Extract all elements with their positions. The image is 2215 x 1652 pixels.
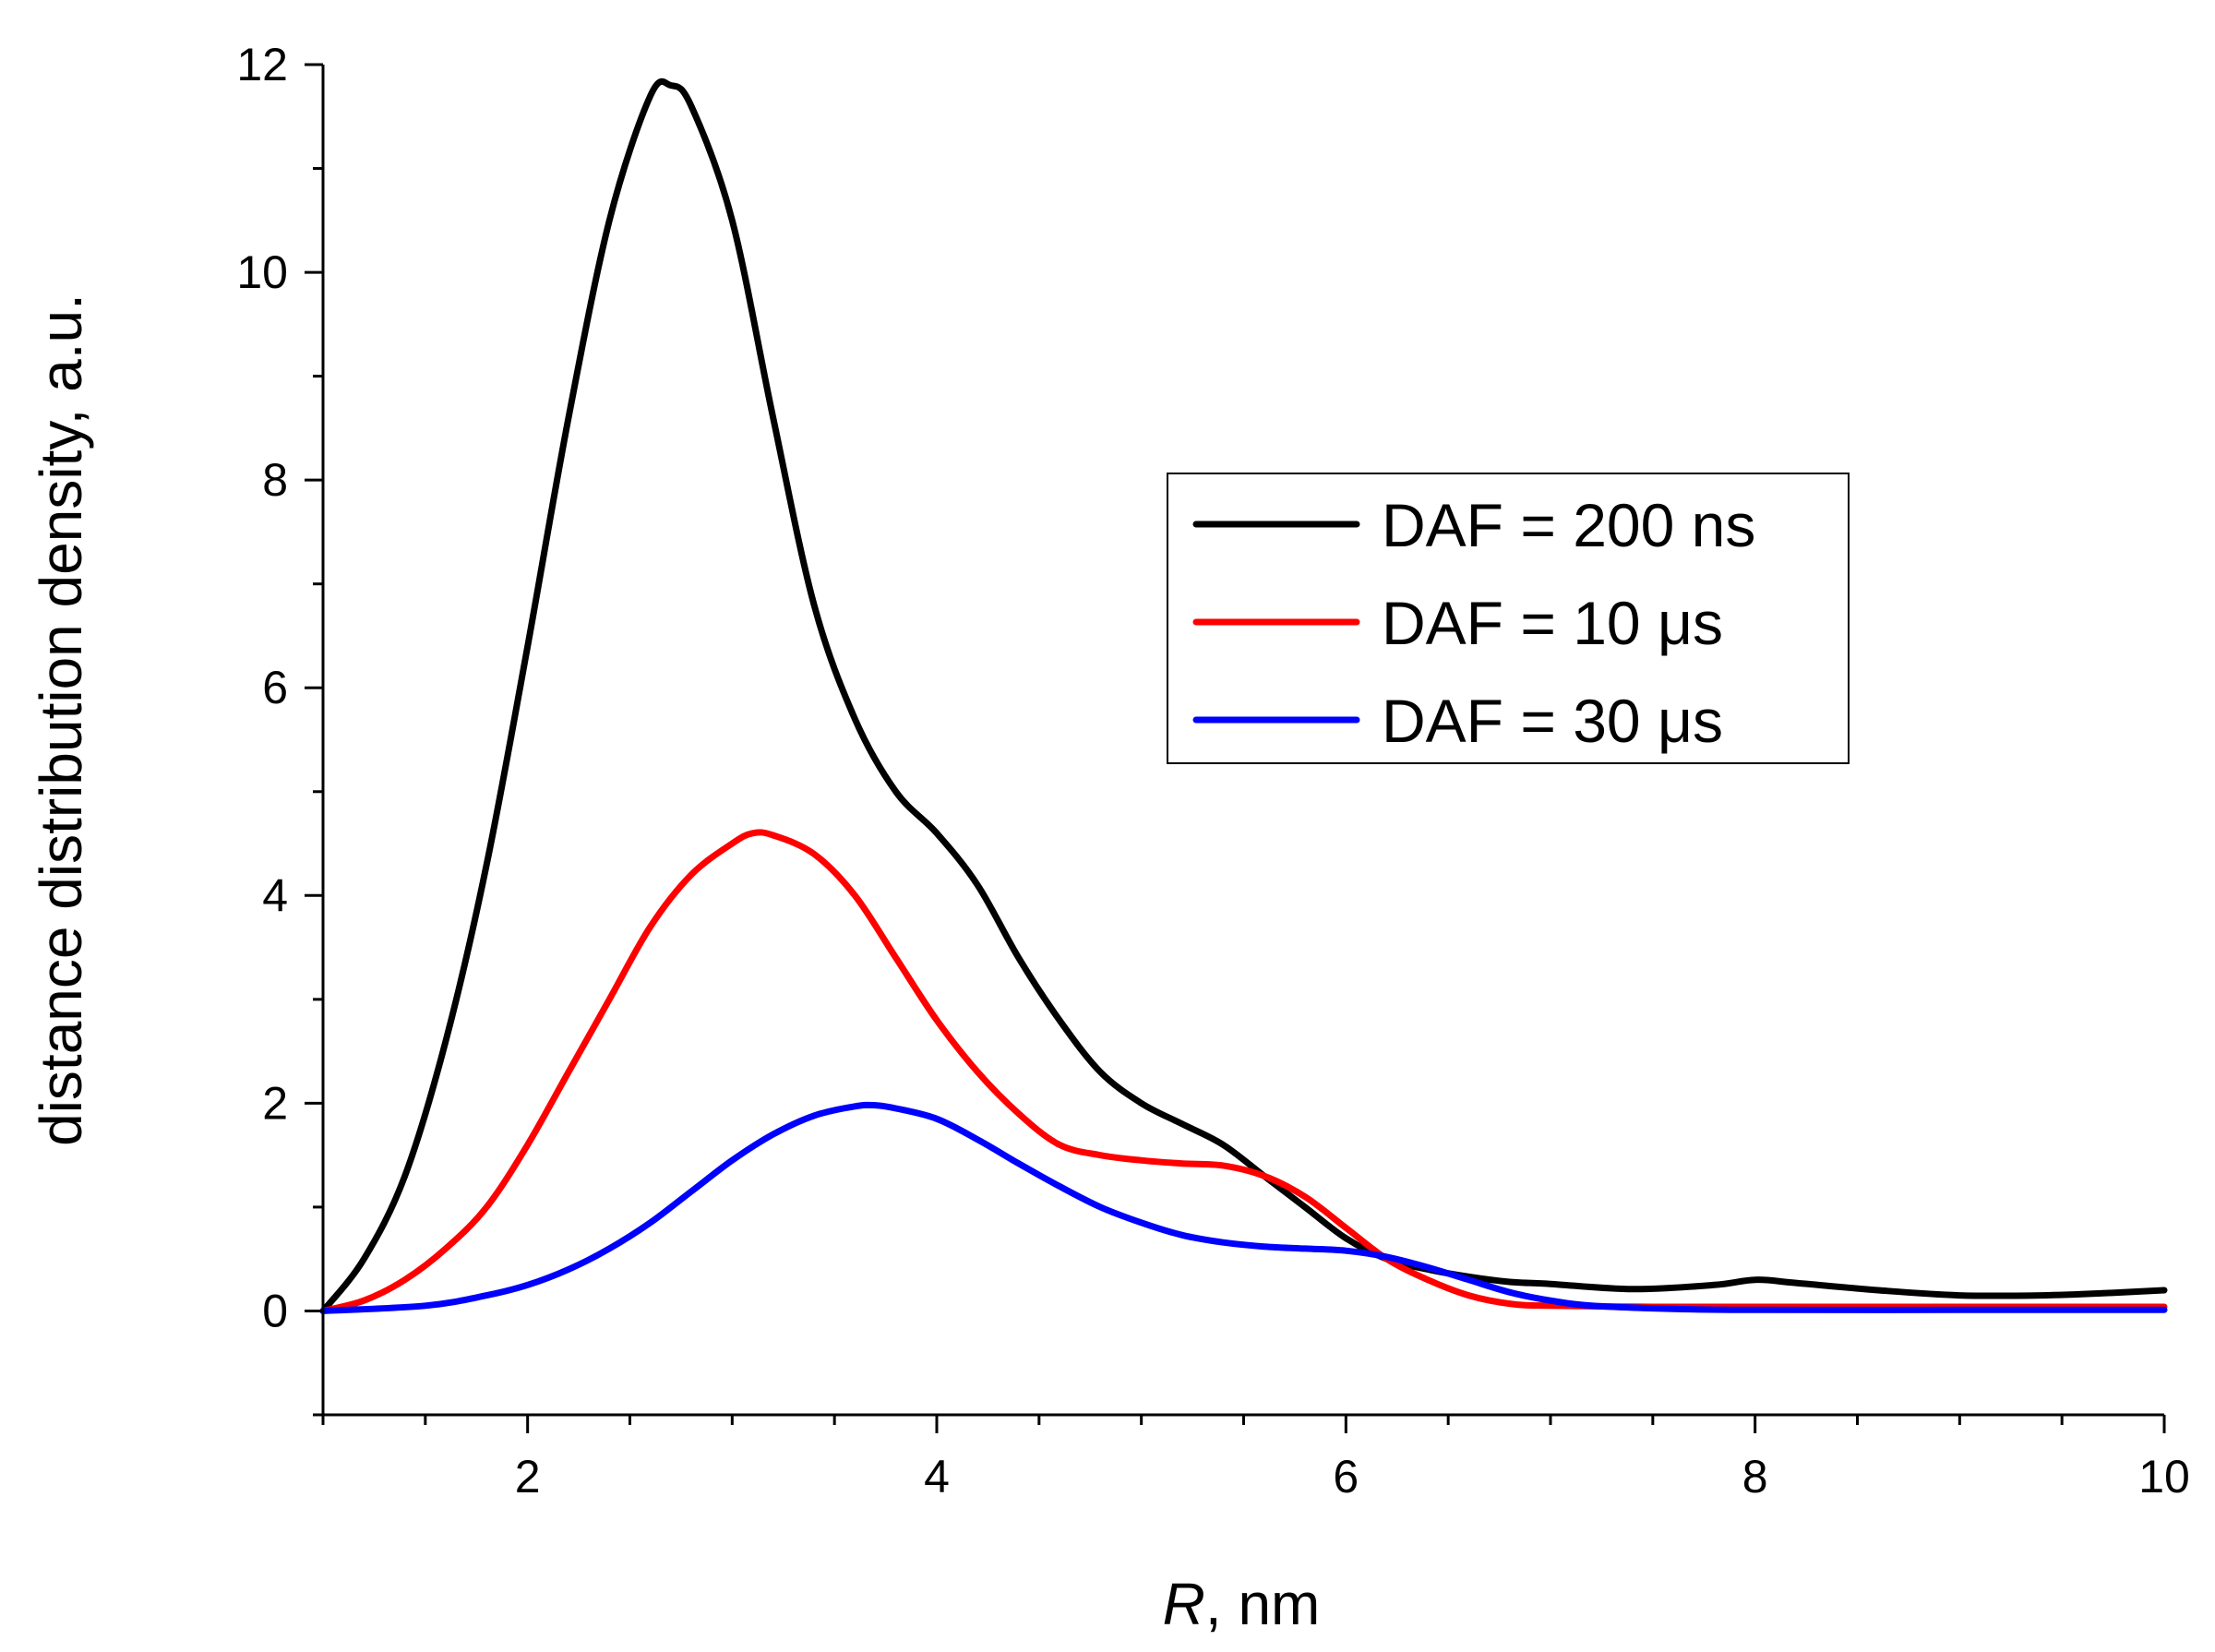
legend-label-1: DAF = 10 μs xyxy=(1382,589,1723,657)
x-axis-title-unit: , nm xyxy=(1205,1571,1320,1637)
x-tick-label-4: 10 xyxy=(2138,1451,2190,1502)
legend-label-2: DAF = 30 μs xyxy=(1382,687,1723,755)
legend-items: DAF = 200 ns DAF = 10 μs DAF = 30 μs xyxy=(1192,491,1755,755)
series-line-0 xyxy=(319,78,2168,1314)
x-tick-label-1: 4 xyxy=(924,1451,950,1502)
y-tick-label-4: 8 xyxy=(262,454,288,506)
y-tick-label-0: 0 xyxy=(262,1285,288,1336)
x-tick-label-0: 2 xyxy=(515,1451,541,1502)
x-axis-title: R, nm xyxy=(1163,1571,1321,1637)
legend: DAF = 200 ns DAF = 10 μs DAF = 30 μs xyxy=(1167,473,1850,764)
axes xyxy=(305,63,2166,1433)
y-tick-label-3: 6 xyxy=(262,662,288,713)
x-tick-label-3: 8 xyxy=(1742,1451,1768,1502)
legend-label-0: DAF = 200 ns xyxy=(1382,491,1755,559)
y-tick-label-6: 12 xyxy=(236,39,288,90)
y-tick-label-2: 4 xyxy=(262,869,288,921)
tick-labels: 0 2 4 6 8 10 12 2 4 6 8 10 xyxy=(236,39,2189,1502)
series-line-2 xyxy=(319,1101,2168,1314)
y-tick-label-1: 2 xyxy=(262,1077,288,1129)
x-axis-title-variable: R xyxy=(1163,1571,1205,1637)
series-line-1 xyxy=(319,829,2168,1314)
y-tick-label-5: 10 xyxy=(236,246,288,298)
plot-lines xyxy=(319,78,2168,1314)
y-axis-title: distance distribution density, a.u. xyxy=(28,293,94,1146)
x-tick-label-2: 6 xyxy=(1333,1451,1359,1502)
